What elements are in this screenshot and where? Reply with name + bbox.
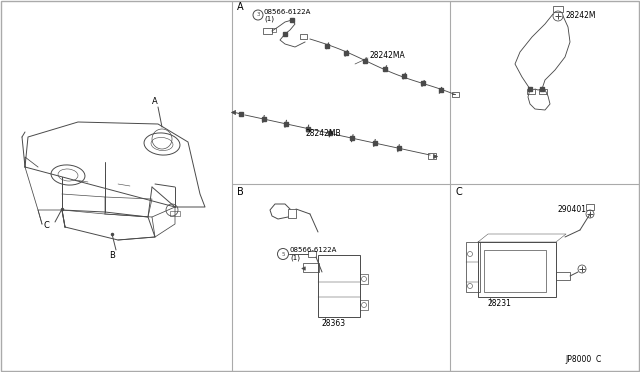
Bar <box>360 274 368 284</box>
Bar <box>484 250 546 292</box>
Text: 08566-6122A: 08566-6122A <box>264 9 312 15</box>
Bar <box>263 28 272 34</box>
Bar <box>478 242 556 297</box>
Text: A: A <box>237 2 244 12</box>
Text: A: A <box>152 97 158 106</box>
Bar <box>303 263 319 272</box>
Text: 28363: 28363 <box>322 320 346 328</box>
Text: B: B <box>237 187 244 197</box>
Text: 290401: 290401 <box>558 205 587 215</box>
Bar <box>553 6 563 12</box>
Bar <box>170 211 180 216</box>
Text: 5: 5 <box>281 251 285 257</box>
Bar <box>452 92 459 97</box>
Bar <box>360 300 368 310</box>
Bar <box>288 209 296 218</box>
Bar <box>539 89 547 94</box>
Text: (1): (1) <box>290 255 300 261</box>
Text: 28242M: 28242M <box>565 12 595 20</box>
Text: 08566-6122A: 08566-6122A <box>290 247 337 253</box>
Bar <box>527 89 535 94</box>
Text: JP8000  C: JP8000 C <box>565 356 601 365</box>
Text: C: C <box>43 221 49 231</box>
Text: 3: 3 <box>256 13 260 17</box>
Bar <box>318 255 360 317</box>
Bar <box>300 34 307 39</box>
Bar <box>586 204 594 210</box>
Text: 28242MA: 28242MA <box>370 51 406 61</box>
Bar <box>466 242 480 292</box>
Text: C: C <box>455 187 461 197</box>
Text: 28231: 28231 <box>488 299 512 308</box>
Bar <box>272 28 276 32</box>
Text: (1): (1) <box>264 16 274 22</box>
Text: B: B <box>109 250 115 260</box>
Bar <box>428 153 436 159</box>
Bar <box>308 251 316 257</box>
Bar <box>556 272 570 280</box>
Text: 28242MB: 28242MB <box>305 129 340 138</box>
